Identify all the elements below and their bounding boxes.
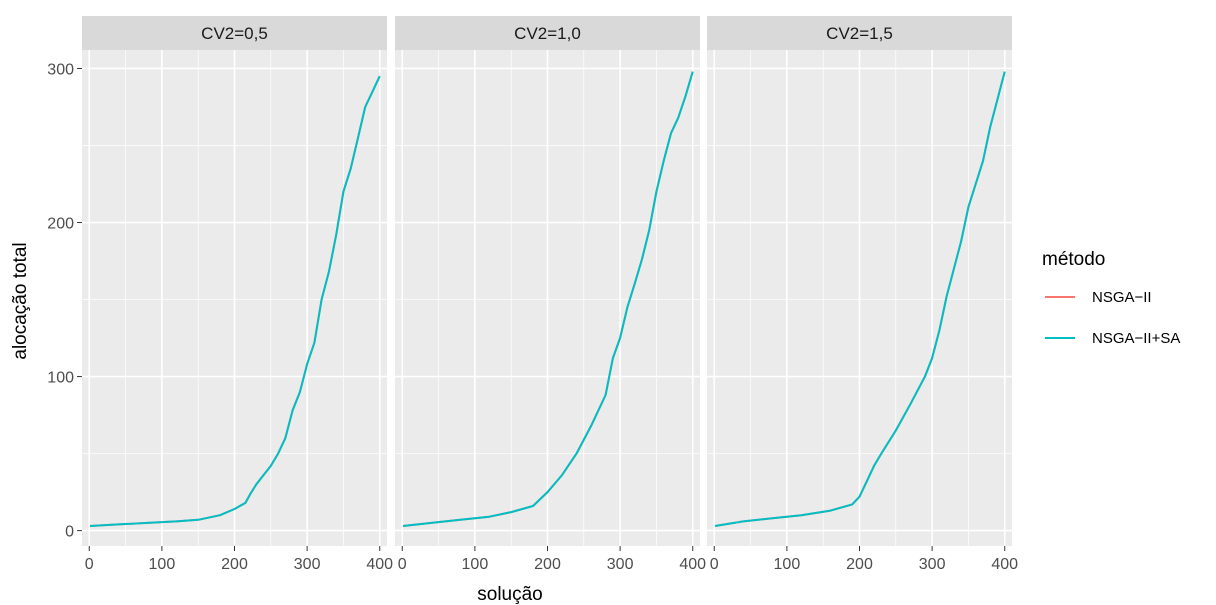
- x-tick-label: 400: [366, 556, 393, 573]
- x-tick-label: 200: [221, 556, 248, 573]
- x-tick-label: 400: [679, 556, 706, 573]
- x-tick-label: 300: [919, 556, 946, 573]
- x-axis-title: solução: [477, 584, 543, 605]
- facet-strip: [707, 16, 1012, 50]
- facet-strip: [395, 16, 700, 50]
- legend-label-nsga-ii-sa: NSGA−II+SA: [1092, 330, 1180, 347]
- y-axis: 0 100 200 300: [47, 61, 82, 541]
- y-tick-label: 200: [47, 216, 74, 233]
- x-tick-label: 0: [710, 556, 719, 573]
- facet-strip-label: CV2=0,5: [201, 24, 268, 43]
- x-tick-label: 100: [774, 556, 801, 573]
- x-tick-label: 300: [294, 556, 321, 573]
- facet-panel-3: CV2=1,5 0 100 200 300 400: [707, 16, 1018, 573]
- x-tick-label: 200: [846, 556, 873, 573]
- y-tick-label: 0: [65, 524, 74, 541]
- facet-panels: CV2=0,5 0 100 200 300 400 CV2=1,0 0 100 200 300 400…: [82, 16, 1018, 573]
- x-tick-label: 200: [534, 556, 561, 573]
- series-line-nsga-ii-sa: [402, 71, 694, 527]
- x-tick-label: 0: [398, 556, 407, 573]
- facet-panel-2: CV2=1,0 0 100 200 300 400: [395, 16, 706, 573]
- x-tick-label: 100: [462, 556, 489, 573]
- legend-title: método: [1042, 249, 1105, 270]
- y-tick-label: 300: [47, 61, 74, 78]
- series-line-nsga-ii-sa: [714, 71, 1006, 527]
- x-tick-label: 100: [149, 556, 176, 573]
- facet-strip-label: CV2=1,0: [514, 24, 581, 43]
- facet-strip: [82, 16, 387, 50]
- y-tick-label: 100: [47, 370, 74, 387]
- facet-panel-1: CV2=0,5 0 100 200 300 400: [82, 16, 393, 573]
- y-axis-title: alocação total: [10, 242, 31, 359]
- series-line-nsga-ii-sa: [89, 75, 381, 527]
- x-tick-label: 400: [991, 556, 1018, 573]
- legend-label-nsga-ii: NSGA−II: [1092, 289, 1152, 306]
- x-tick-label: 0: [85, 556, 94, 573]
- x-tick-label: 300: [607, 556, 634, 573]
- facet-strip-label: CV2=1,5: [826, 24, 893, 43]
- legend: método NSGA−II NSGA−II+SA: [1042, 249, 1180, 347]
